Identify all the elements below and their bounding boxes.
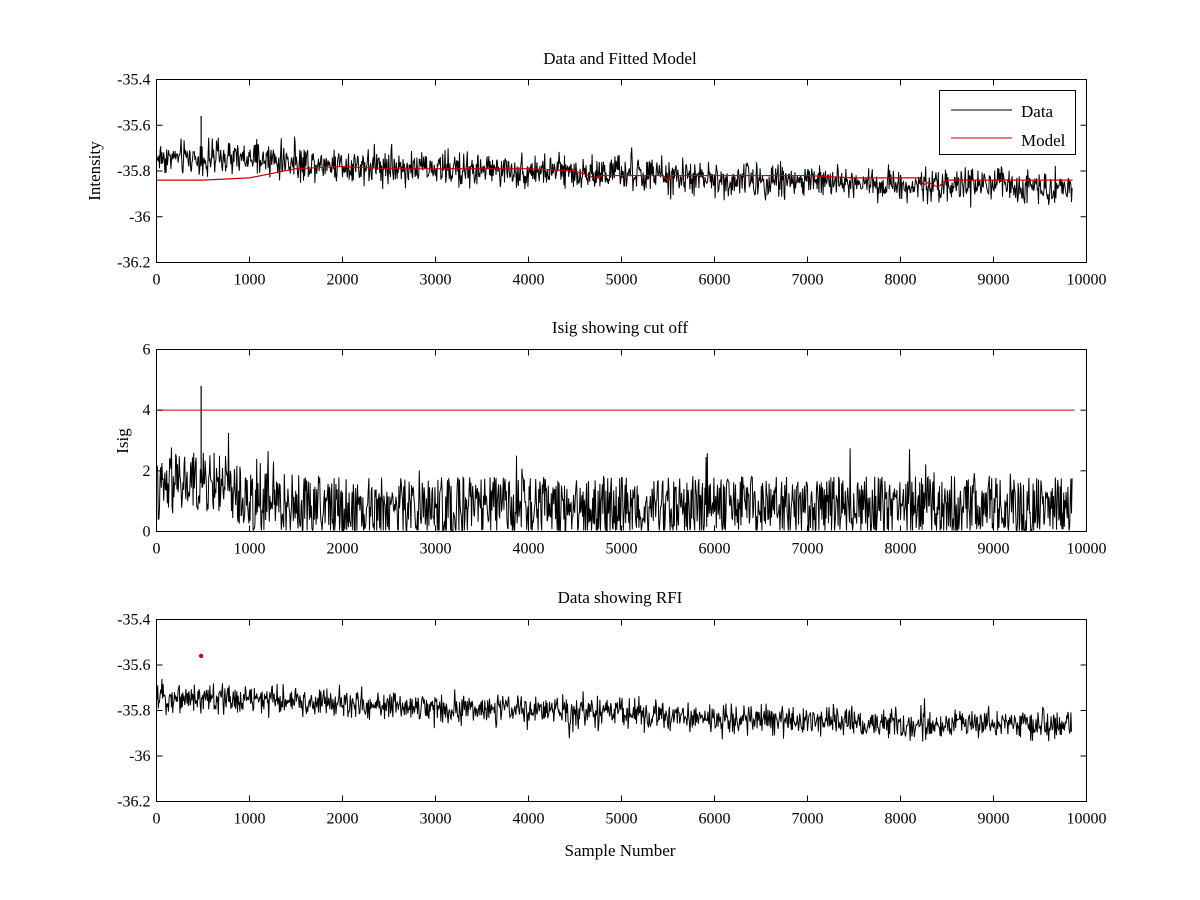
y-tick-label: -36 xyxy=(129,209,150,226)
panel-isig: Isig showing cut off Isig 0 1000 2000 3000 4… xyxy=(113,318,1107,558)
y-tick-label: -36.2 xyxy=(117,255,150,272)
y-tick-label: -36 xyxy=(129,748,150,765)
y-axis-label: Isig xyxy=(113,428,132,454)
x-tick-label: 0 xyxy=(153,541,161,558)
y-tick-label: 6 xyxy=(143,342,151,359)
x-tick-label: 8000 xyxy=(885,541,917,558)
y-tick-label: -35.8 xyxy=(117,163,150,180)
chart-title: Data showing RFI xyxy=(558,588,683,607)
y-tick-label: -35.4 xyxy=(117,72,150,89)
y-tick-label: 2 xyxy=(143,463,151,480)
legend-label-data: Data xyxy=(1021,102,1054,121)
x-tick-label: 4000 xyxy=(513,811,545,828)
panel-data-and-model: Data and Fitted Model Intensity 0 1000 200… xyxy=(85,49,1107,289)
x-tick-label: 9000 xyxy=(978,811,1010,828)
legend-box xyxy=(939,90,1076,155)
x-tick-label: 6000 xyxy=(699,811,731,828)
axis-ticks: 0 1000 2000 3000 4000 5000 6000 7000 8000 9000 100… xyxy=(117,72,1106,289)
x-axis-label: Sample Number xyxy=(565,841,676,860)
y-tick-label: -35.4 xyxy=(117,612,150,629)
x-tick-label: 10000 xyxy=(1067,272,1107,289)
y-tick-label: -35.6 xyxy=(117,117,150,134)
y-tick-label: -36.2 xyxy=(117,794,150,811)
x-tick-label: 0 xyxy=(153,272,161,289)
plot-area xyxy=(156,385,1075,533)
x-tick-label: 1000 xyxy=(234,272,266,289)
y-tick-label: 4 xyxy=(143,402,151,419)
x-tick-label: 3000 xyxy=(420,811,452,828)
series-line-data xyxy=(156,136,1073,208)
x-tick-label: 2000 xyxy=(327,272,359,289)
chart-title: Isig showing cut off xyxy=(552,318,688,337)
x-tick-label: 1000 xyxy=(234,811,266,828)
plot-area xyxy=(156,653,1073,742)
chart-title: Data and Fitted Model xyxy=(543,49,697,68)
y-axis-label: Intensity xyxy=(85,141,104,201)
x-tick-label: 9000 xyxy=(978,272,1010,289)
y-tick-label: -35.6 xyxy=(117,657,150,674)
rfi-marker xyxy=(198,653,204,659)
x-tick-label: 0 xyxy=(153,811,161,828)
x-tick-label: 10000 xyxy=(1067,541,1107,558)
x-tick-label: 8000 xyxy=(885,272,917,289)
panel-rfi: Data showing RFI 0 1000 2000 3000 4000 5000 60… xyxy=(117,588,1106,860)
series-line-signal xyxy=(156,678,1073,742)
x-tick-label: 5000 xyxy=(606,272,638,289)
x-tick-label: 8000 xyxy=(885,811,917,828)
x-tick-label: 4000 xyxy=(513,272,545,289)
x-tick-label: 2000 xyxy=(327,811,359,828)
x-tick-label: 6000 xyxy=(699,541,731,558)
series-line-signal xyxy=(156,432,1073,533)
x-tick-label: 4000 xyxy=(513,541,545,558)
x-tick-label: 5000 xyxy=(606,811,638,828)
legend-label-model: Model xyxy=(1021,131,1066,150)
x-tick-label: 7000 xyxy=(792,541,824,558)
x-tick-label: 2000 xyxy=(327,541,359,558)
y-tick-label: -35.8 xyxy=(117,703,150,720)
y-tick-label: 0 xyxy=(143,524,151,541)
x-tick-label: 5000 xyxy=(606,541,638,558)
x-tick-label: 6000 xyxy=(699,272,731,289)
axis-ticks: 0 1000 2000 3000 4000 5000 6000 7000 8000 9000 100… xyxy=(117,612,1106,828)
x-tick-label: 7000 xyxy=(792,811,824,828)
x-tick-label: 3000 xyxy=(420,541,452,558)
x-tick-label: 9000 xyxy=(978,541,1010,558)
plot-area xyxy=(156,116,1073,208)
x-tick-label: 1000 xyxy=(234,541,266,558)
x-tick-label: 7000 xyxy=(792,272,824,289)
series-line-model xyxy=(156,165,1073,188)
axis-ticks: 0 1000 2000 3000 4000 5000 6000 7000 8000 9000 100… xyxy=(143,342,1107,558)
x-tick-label: 3000 xyxy=(420,272,452,289)
legend: Data Model xyxy=(939,90,1076,155)
x-tick-label: 10000 xyxy=(1067,811,1107,828)
